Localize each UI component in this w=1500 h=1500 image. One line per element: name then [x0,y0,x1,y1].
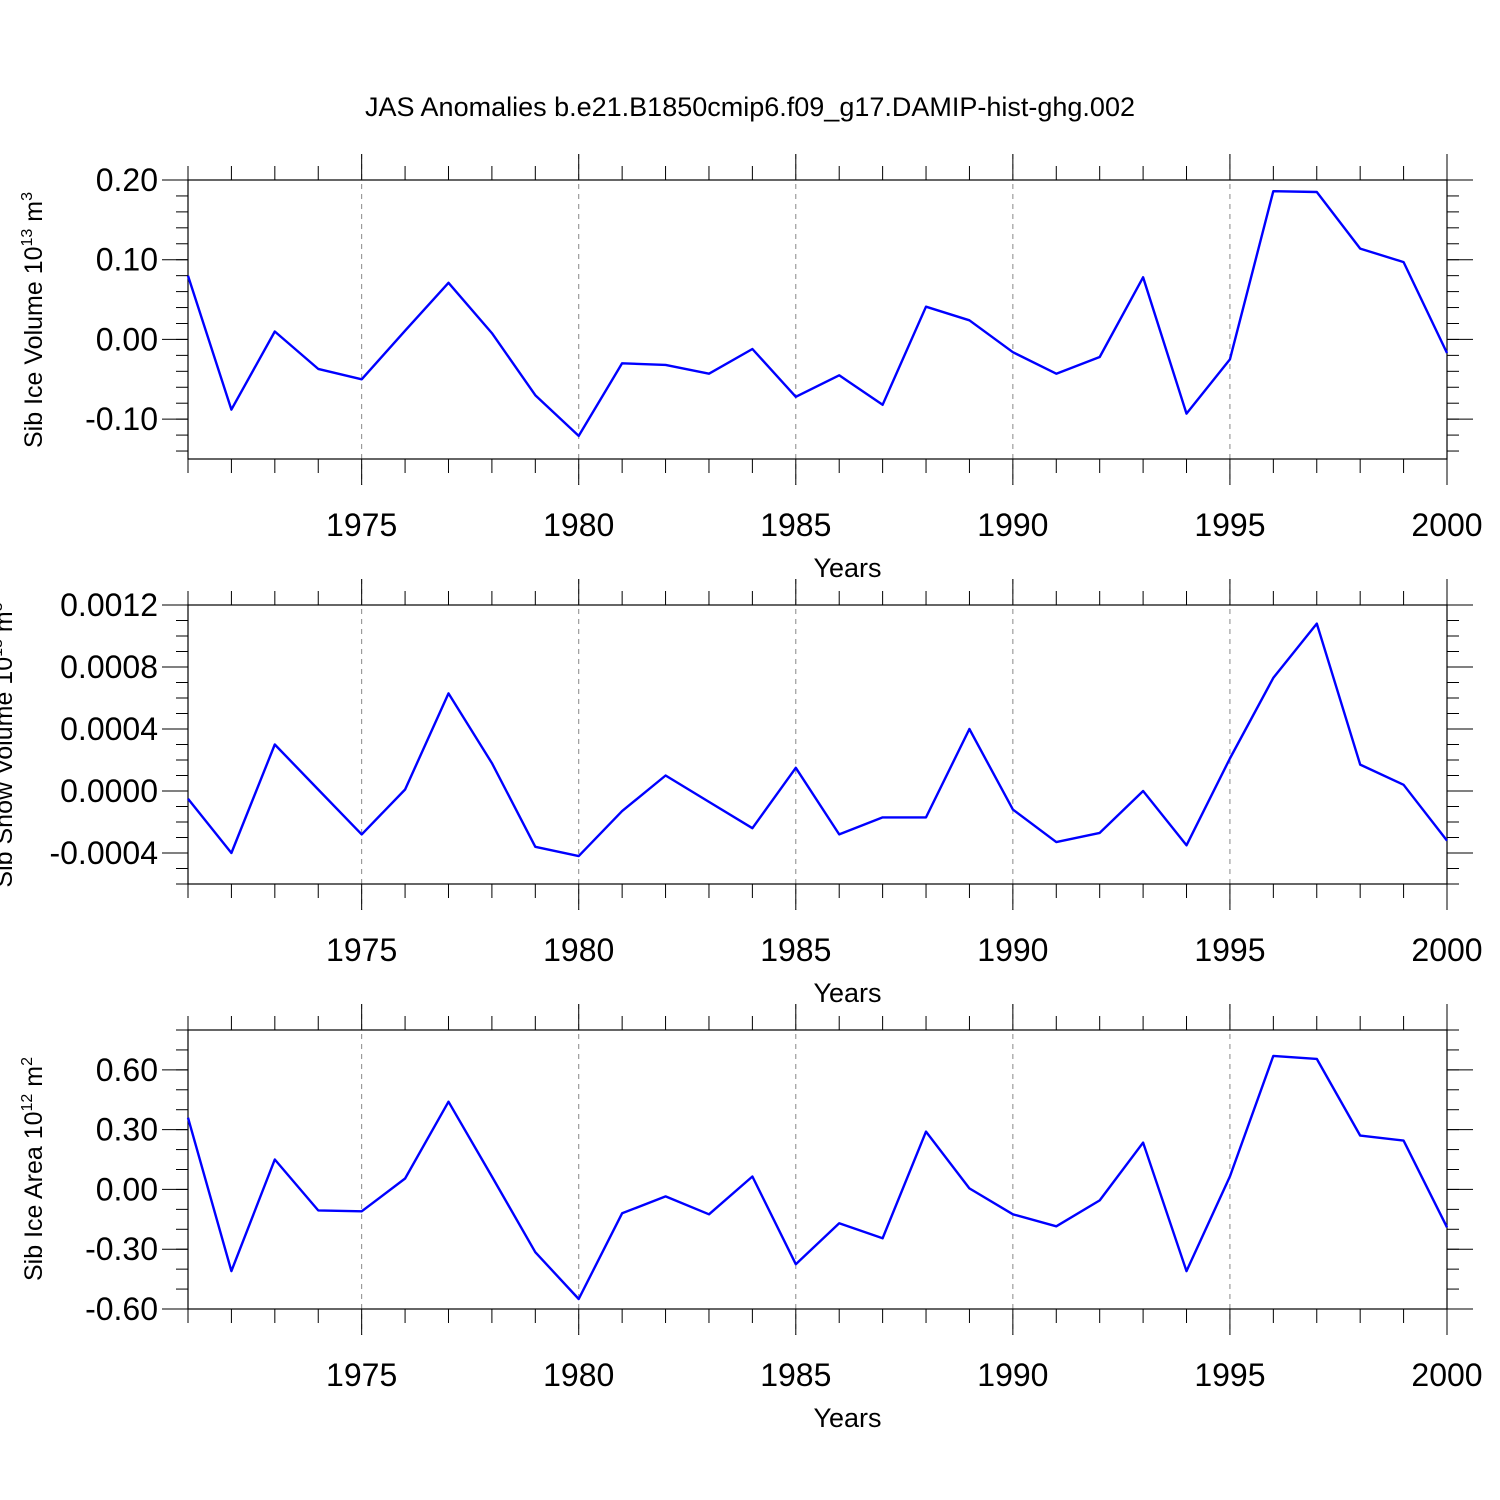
x-axis-label: Years [813,1403,881,1433]
x-tick-label: 1980 [543,507,614,543]
series-line-1 [187,622,1448,858]
x-tick-label: 2000 [1411,932,1482,968]
x-tick-label: 1975 [326,932,397,968]
x-axis-label: Years [813,978,881,1008]
x-tick-label: 1985 [760,932,831,968]
x-tick-label: 2000 [1411,507,1482,543]
x-tick-label: 1975 [326,1357,397,1393]
x-tick-label: 1985 [760,507,831,543]
y-tick-label: 0.0000 [60,773,158,809]
chart-panel-2: -0.0004 0.0000 0.0004 0.0008 0.0012 1975 1980 1… [0,579,1483,1008]
x-axis-label: Years [813,553,881,583]
x-tick-label: 1980 [543,932,614,968]
x-tick-label: 1995 [1194,507,1265,543]
y-tick-label: -0.60 [85,1291,158,1327]
chart-panel-3: -0.60 -0.30 0.00 0.30 0.60 1975 1980 1985 1990 19… [19,1004,1483,1433]
y-tick-label: 0.10 [96,242,158,278]
x-tick-label: 1975 [326,507,397,543]
x-tick-label: 1990 [977,932,1048,968]
y-tick-label: 0.00 [96,1171,158,1207]
y-axis-label: Sib Ice Area 1012 m2 [19,1057,48,1281]
x-tick-label: 1995 [1194,1357,1265,1393]
y-tick-label: -0.10 [85,401,158,437]
plot-frame [187,179,1448,460]
x-tick-label: 1985 [760,1357,831,1393]
y-tick-label: -0.30 [85,1231,158,1267]
plot-frame [187,604,1448,885]
y-tick-label: 0.60 [96,1052,158,1088]
x-tick-label: 1990 [977,1357,1048,1393]
x-tick-label: 2000 [1411,1357,1482,1393]
plot-frame [187,1029,1448,1310]
y-axis-label: Sib Snow Volume 1013 m3 [0,602,18,887]
y-tick-label: 0.0008 [60,649,158,685]
y-tick-label: 0.20 [96,162,158,198]
chart-panels: -0.10 0.00 0.10 0.20 1975 1980 1985 1990 1995 200… [0,154,1483,1433]
x-tick-label: 1990 [977,507,1048,543]
figure-title: JAS Anomalies b.e21.B1850cmip6.f09_g17.D… [365,92,1135,122]
chart-panel-1: -0.10 0.00 0.10 0.20 1975 1980 1985 1990 1995 200… [19,154,1483,583]
x-tick-label: 1995 [1194,932,1265,968]
y-axis-label: Sib Ice Volume 1013 m3 [19,192,48,448]
series-line-1 [186,1054,1449,1301]
y-tick-label: 0.0004 [60,711,158,747]
y-tick-label: 0.00 [96,321,158,357]
y-tick-label: 0.0012 [60,587,158,623]
y-tick-label: 0.30 [96,1112,158,1148]
y-tick-label: -0.0004 [49,835,158,871]
series-line-1 [186,189,1449,438]
x-tick-label: 1980 [543,1357,614,1393]
